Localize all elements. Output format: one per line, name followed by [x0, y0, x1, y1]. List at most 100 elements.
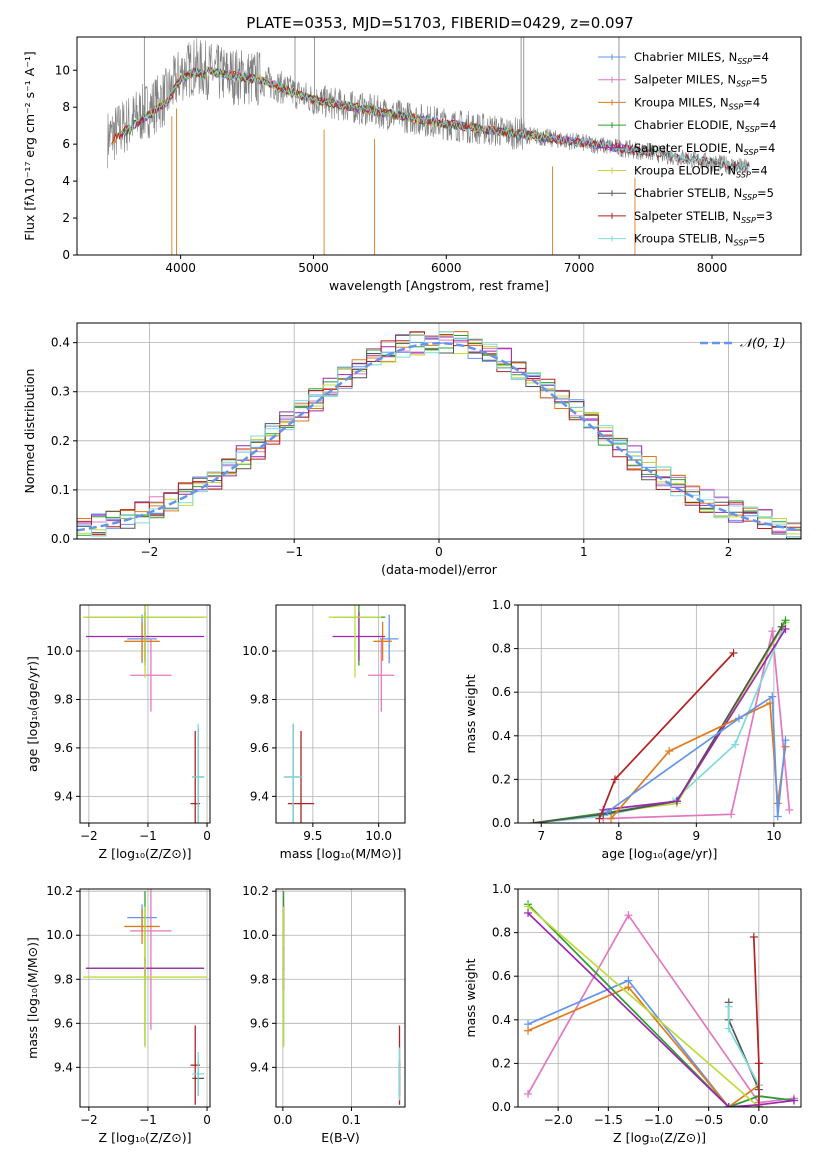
- mass-vs-metallicity-panel: −2 −1 0 9.4 9.6 9.8 10.0 10.2 Z [log₁₀(Z/Z⊙)] mas…: [25, 884, 211, 1145]
- legend-entry: Chabrier STELIB, NSSP=5: [634, 186, 774, 202]
- y-tick-label: 0.3: [51, 385, 70, 399]
- axes-frame: [79, 888, 211, 1108]
- mass-weight-line: [527, 986, 760, 1107]
- y-tick-label: 10.2: [242, 884, 269, 898]
- legend-subscript: SSP: [741, 216, 756, 225]
- x-tick-label: 5000: [298, 261, 329, 275]
- y-tick-label: 0.2: [492, 1056, 511, 1070]
- mass-weight-line: [533, 619, 787, 823]
- legend-count: =5: [757, 186, 774, 200]
- y-tick-label: 10.2: [46, 884, 73, 898]
- mass-weight-line: [603, 631, 791, 820]
- legend-subscript: SSP: [729, 102, 744, 111]
- axes-frame: [275, 888, 406, 1108]
- y-axis-label: age [log₁₀(age/yr)]: [25, 656, 40, 772]
- x-tick-label: 4000: [165, 261, 196, 275]
- mass-vs-ebv-panel: 0.0 0.1 9.4 9.6 9.8 10.0 10.2 E(B-V): [242, 884, 406, 1145]
- plot-area: [529, 616, 794, 823]
- legend-count: =5: [751, 73, 768, 87]
- x-tick-label: 8000: [697, 261, 728, 275]
- x-axis-label: age [log₁₀(age/yr)]: [602, 846, 718, 861]
- y-tick-label: 9.6: [54, 741, 73, 755]
- mass-weight-vs-age-panel: 7 8 9 10 0.0 0.2 0.4 0.6 0.8 1.0 age [log₁₀(age/yr…: [463, 598, 802, 861]
- legend-entry: Salpeter ELODIE, NSSP=4: [634, 141, 775, 157]
- y-tick-label: 10.0: [46, 644, 73, 658]
- axes-frame: [275, 604, 406, 824]
- legend-subscript: SSP: [736, 80, 751, 89]
- x-tick-label: 0: [435, 545, 443, 559]
- x-axis-label: (data-model)/error: [381, 562, 498, 577]
- y-tick-label: 0: [62, 248, 70, 262]
- y-tick-label: 9.8: [54, 692, 73, 706]
- legend-entry: Salpeter MILES, NSSP=5: [634, 73, 768, 89]
- x-axis-label: Z [log₁₀(Z/Z⊙)]: [99, 1130, 192, 1145]
- legend-entry: Kroupa MILES, NSSP=4: [634, 95, 760, 111]
- y-tick-label: 0.8: [492, 642, 511, 656]
- legend-count: =4: [751, 164, 768, 178]
- y-tick-label: 6: [62, 137, 70, 151]
- legend-count: =4: [760, 118, 777, 132]
- age-vs-metallicity-panel: −2 −1 0 9.4 9.6 9.8 10.0 Z [log₁₀(Z/Z⊙)] age [lo…: [25, 604, 211, 861]
- y-tick-label: 10: [55, 63, 70, 77]
- x-tick-label: 1: [580, 545, 588, 559]
- x-tick-label: −2: [80, 829, 98, 843]
- x-tick-label: 0.1: [342, 1113, 361, 1127]
- x-tick-label: 10: [766, 829, 781, 843]
- legend-name: Kroupa ELODIE, N: [634, 164, 736, 178]
- plot-area: [82, 605, 208, 823]
- y-tick-label: 0.4: [492, 729, 511, 743]
- legend-count: =4: [743, 95, 760, 109]
- y-tick-label: 0.0: [492, 816, 511, 830]
- legend-name: Salpeter STELIB, N: [634, 209, 741, 223]
- x-tick-label: −2.0: [544, 1113, 573, 1127]
- x-tick-label: 7: [537, 829, 545, 843]
- y-axis-label: mass [log₁₀(M/M⊙)]: [25, 937, 40, 1059]
- y-tick-label: 0.0: [492, 1100, 511, 1114]
- legend-name: Kroupa MILES, N: [634, 95, 729, 109]
- mass-weight-vs-metallicity-panel: −2.0 −1.5 −1.0 −0.5 0.0 0.0 0.2 0.4 0.6 0.8 1.0 Z […: [463, 882, 802, 1145]
- spectrum-panel: 4000 5000 6000 7000 8000 0 2 4 6 8 10 wavelength [A…: [22, 36, 802, 293]
- x-tick-label: −2: [80, 1113, 98, 1127]
- y-tick-label: 9.8: [250, 972, 269, 986]
- legend-count: =5: [748, 232, 765, 246]
- x-tick-label: 0.0: [749, 1113, 768, 1127]
- y-tick-label: 9.4: [250, 1060, 269, 1074]
- y-tick-label: 0.2: [492, 772, 511, 786]
- y-tick-label: 9.4: [250, 789, 269, 803]
- axes-frame: [76, 36, 802, 256]
- y-axis-label: mass weight: [463, 958, 478, 1037]
- y-tick-label: 0.0: [51, 532, 70, 546]
- mass-weight-line: [727, 1002, 760, 1107]
- y-tick-label: 9.6: [54, 1016, 73, 1030]
- legend-subscript: SSP: [742, 193, 757, 202]
- legend-count: =4: [758, 141, 775, 155]
- mass-weight-line: [727, 1006, 760, 1107]
- y-tick-label: 8: [62, 100, 70, 114]
- y-tick-label: 10.0: [242, 644, 269, 658]
- axes-frame: [79, 604, 211, 824]
- x-tick-label: −1.0: [644, 1113, 673, 1127]
- legend-subscript: SSP: [744, 148, 759, 157]
- x-tick-label: 10.0: [365, 829, 392, 843]
- normal-curve: [77, 341, 801, 532]
- y-tick-label: 0.8: [492, 926, 511, 940]
- legend-name: Salpeter ELODIE, N: [634, 141, 744, 155]
- residual-histogram: [77, 331, 801, 537]
- legend-name: Chabrier STELIB, N: [634, 186, 742, 200]
- y-tick-label: 10.0: [46, 928, 73, 942]
- y-tick-label: 10.0: [242, 928, 269, 942]
- y-tick-label: 0.6: [492, 969, 511, 983]
- plot-area: [283, 605, 399, 823]
- y-tick-label: 9.8: [250, 692, 269, 706]
- mass-weight-line: [533, 621, 787, 823]
- legend-subscript: SSP: [736, 171, 751, 180]
- x-tick-label: 0.0: [273, 1113, 292, 1127]
- x-axis-label: Z [log₁₀(Z/Z⊙)]: [613, 1130, 706, 1145]
- legend-name: Salpeter MILES, N: [634, 73, 736, 87]
- x-axis-label: wavelength [Angstrom, rest frame]: [329, 278, 549, 293]
- mass-weight-line: [533, 622, 787, 823]
- legend-subscript: SSP: [745, 125, 760, 134]
- x-tick-label: −1: [139, 1113, 157, 1127]
- legend-name: Chabrier MILES, N: [634, 50, 737, 64]
